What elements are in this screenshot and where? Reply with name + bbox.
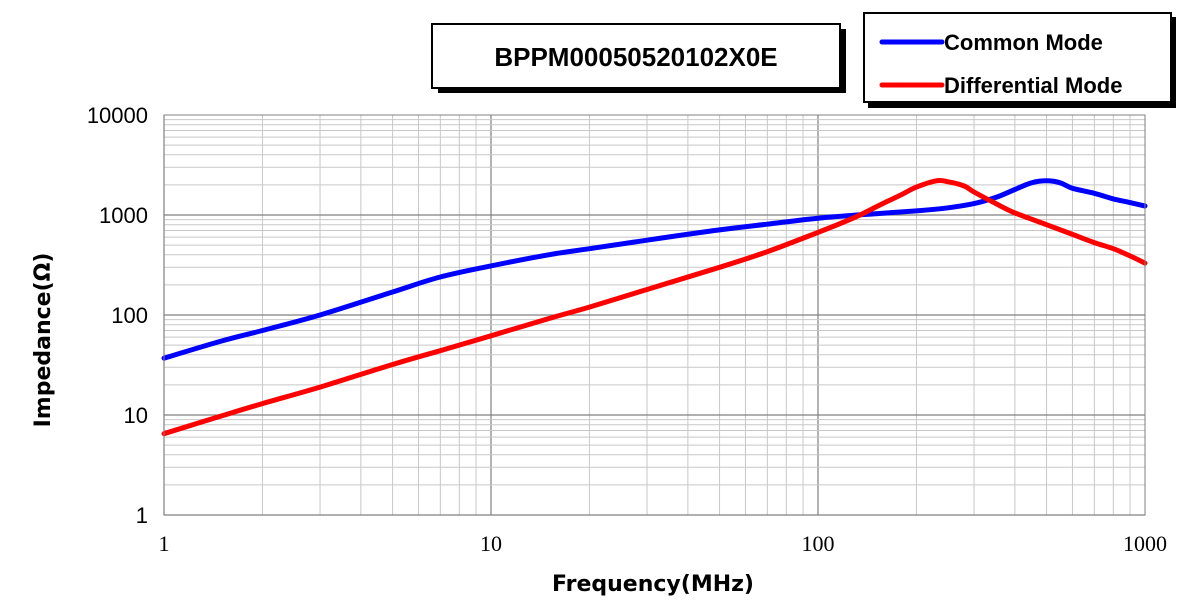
y-tick-label: 1000 — [99, 203, 148, 228]
x-tick-label: 100 — [802, 531, 835, 556]
x-tick-label: 1000 — [1123, 531, 1167, 556]
legend-label-differential-mode: Differential Mode — [944, 73, 1122, 98]
y-tick-label: 10000 — [87, 103, 148, 128]
legend-label-common-mode: Common Mode — [944, 30, 1103, 55]
y-tick-label: 1 — [136, 503, 148, 528]
y-axis-title: Impedance(Ω) — [31, 253, 56, 428]
x-axis-title: Frequency(MHz) — [552, 572, 754, 597]
x-tick-label: 1 — [159, 531, 170, 556]
chart-title: BPPM00050520102X0E — [494, 42, 777, 72]
grid-lines — [163, 115, 1145, 516]
legend: Common Mode Differential Mode — [863, 12, 1176, 108]
y-tick-labels: 1 10 100 1000 10000 — [87, 103, 148, 528]
y-tick-label: 10 — [124, 403, 148, 428]
series-lines — [161, 177, 1148, 437]
y-tick-label: 100 — [111, 303, 148, 328]
x-tick-label: 10 — [480, 531, 502, 556]
plot-area-border — [163, 114, 1146, 516]
series-line-common-mode — [161, 178, 1148, 361]
title-box: BPPM00050520102X0E — [431, 23, 846, 93]
x-tick-labels: 1 10 100 1000 — [159, 531, 1168, 556]
series-line-differential-mode — [161, 177, 1148, 437]
title-box-frame — [431, 23, 841, 89]
